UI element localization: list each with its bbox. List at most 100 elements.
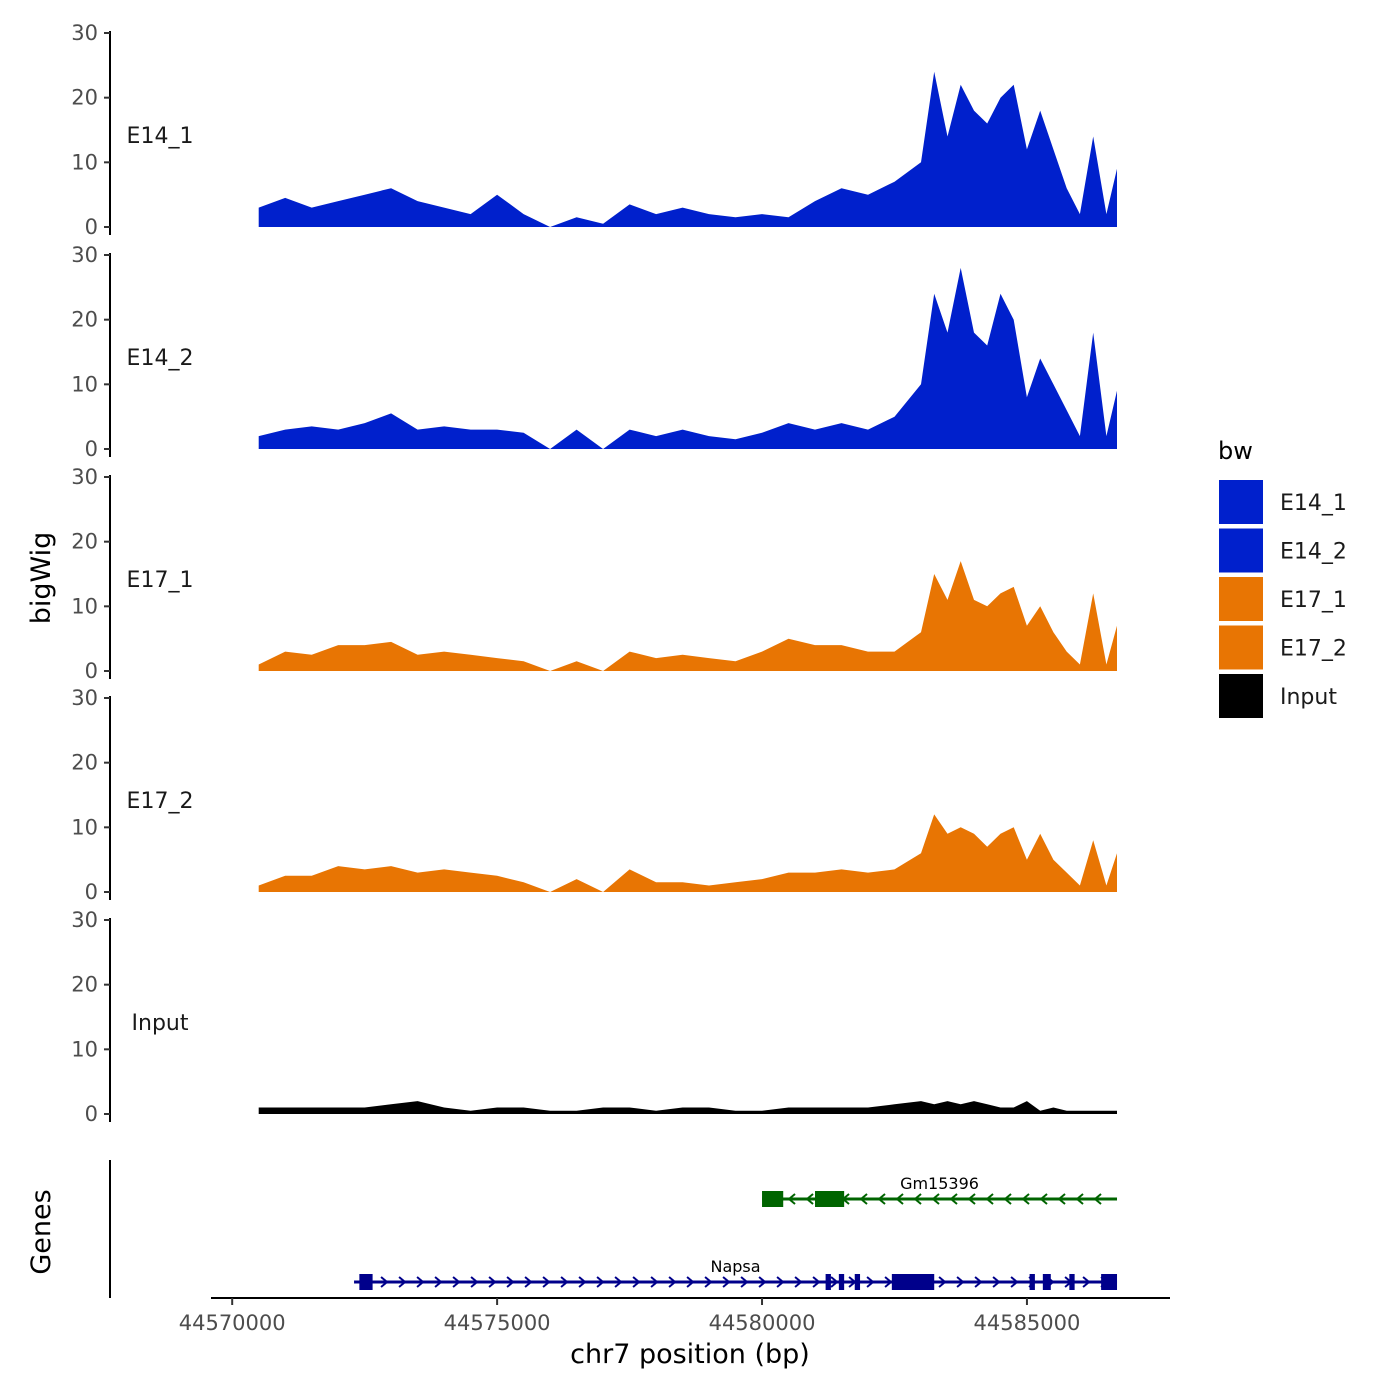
legend-key-E14_2 [1219, 528, 1263, 573]
track-label-E14_1: E14_1 [127, 124, 194, 149]
legend-label: E17_2 [1280, 637, 1347, 662]
strand-arrow [895, 1193, 904, 1205]
legend-label: E14_2 [1280, 540, 1347, 565]
signal-area-E17_2 [258, 814, 1117, 892]
strand-arrow [470, 1276, 479, 1288]
y-tick-label: 0 [85, 880, 98, 904]
strand-arrow [877, 1193, 886, 1205]
strand-arrow [794, 1276, 803, 1288]
strand-arrow [938, 1276, 947, 1288]
strand-arrow [614, 1276, 623, 1288]
strand-arrow [956, 1276, 965, 1288]
strand-arrow [830, 1276, 839, 1288]
track-label-Input: Input [132, 1011, 189, 1036]
track-label-E17_1: E17_1 [127, 568, 194, 593]
x-tick-label: 44580000 [709, 1311, 816, 1335]
strand-arrow [740, 1276, 749, 1288]
strand-arrow [524, 1276, 533, 1288]
strand-arrow [1039, 1193, 1048, 1205]
y-tick-label: 30 [71, 465, 98, 489]
legend-key-E17_1 [1219, 577, 1263, 621]
x-tick-label: 44570000 [179, 1311, 286, 1335]
strand-arrow [859, 1193, 868, 1205]
strand-arrow [1021, 1193, 1030, 1205]
y-tick-label: 0 [85, 437, 98, 461]
strand-arrow [416, 1276, 425, 1288]
strand-arrow [812, 1276, 821, 1288]
strand-arrow [506, 1276, 515, 1288]
panel-E14_1: 0 10 20 30 E14_1 [71, 21, 1117, 239]
gene-Napsa: Napsa [354, 1257, 1118, 1290]
exon [1029, 1274, 1035, 1290]
exon [1101, 1274, 1118, 1290]
exon [1042, 1274, 1051, 1290]
strand-arrow [985, 1193, 994, 1205]
strand-arrow [380, 1276, 389, 1288]
legend-title: bw [1218, 437, 1253, 465]
gene-track: Gm15396 Napsa [109, 1160, 1118, 1298]
genes-axis-title: Genes [26, 1189, 57, 1274]
exon [762, 1191, 784, 1207]
strand-arrow [967, 1193, 976, 1205]
signal-area-Input [258, 1101, 1117, 1114]
exon [359, 1274, 373, 1290]
y-tick-label: 10 [71, 594, 98, 618]
track-label-E14_2: E14_2 [127, 346, 194, 371]
x-tick-label: 44575000 [444, 1311, 551, 1335]
legend-label: E14_1 [1280, 491, 1347, 516]
y-tick-label: 30 [71, 686, 98, 710]
strand-arrow [1093, 1193, 1102, 1205]
strand-arrow [1075, 1193, 1084, 1205]
panel-E17_2: 0 10 20 30 E17_2 [71, 686, 1117, 904]
exon [815, 1191, 845, 1207]
strand-arrow [805, 1193, 814, 1205]
exon [838, 1274, 845, 1290]
legend-label: Input [1280, 685, 1337, 710]
y-axis-title: bigWig [26, 532, 57, 625]
strand-arrow [650, 1276, 659, 1288]
strand-arrow [1010, 1276, 1019, 1288]
panel-Input: 0 10 20 30 Input [71, 908, 1117, 1126]
legend-key-E14_1 [1219, 480, 1263, 524]
y-tick-label: 10 [71, 372, 98, 396]
y-tick-label: 20 [71, 530, 98, 554]
strand-arrow [722, 1276, 731, 1288]
strand-arrow [866, 1276, 875, 1288]
strand-arrow [596, 1276, 605, 1288]
y-tick-label: 10 [71, 1037, 98, 1061]
strand-arrow [452, 1276, 461, 1288]
strand-arrow [992, 1276, 1001, 1288]
strand-arrow [668, 1276, 677, 1288]
gene-label: Gm15396 [900, 1174, 979, 1193]
panel-E17_1: 0 10 20 30 E17_1 [71, 465, 1117, 683]
y-tick-label: 30 [71, 243, 98, 267]
strand-arrow [578, 1276, 587, 1288]
strand-arrow [758, 1276, 767, 1288]
x-tick-label: 44585000 [973, 1311, 1080, 1335]
y-tick-label: 10 [71, 815, 98, 839]
strand-arrow [884, 1276, 893, 1288]
exon [1069, 1274, 1075, 1290]
strand-arrow [1082, 1276, 1091, 1288]
legend-key-E17_2 [1219, 625, 1263, 670]
panel-E14_2: 0 10 20 30 E14_2 [71, 243, 1117, 461]
strand-arrow [632, 1276, 641, 1288]
y-tick-label: 20 [71, 86, 98, 110]
signal-panels: 0 10 20 30 E14_1 0 10 20 30 E14_2 0 10 20 30 E17_1 0 10 2… [71, 21, 1117, 1126]
y-tick-label: 30 [71, 21, 98, 45]
strand-arrow [704, 1276, 713, 1288]
exon [825, 1274, 831, 1290]
strand-arrow [542, 1276, 551, 1288]
strand-arrow [1057, 1193, 1066, 1205]
gene-label: Napsa [710, 1257, 760, 1276]
y-tick-label: 20 [71, 751, 98, 775]
strand-arrow [686, 1276, 695, 1288]
x-axis-title: chr7 position (bp) [570, 1339, 810, 1370]
strand-arrow [949, 1193, 958, 1205]
strand-arrow [787, 1193, 796, 1205]
x-axis: 44570000 44575000 44580000 44585000 [179, 1297, 1170, 1335]
legend-key-Input [1219, 674, 1263, 718]
y-tick-label: 20 [71, 973, 98, 997]
signal-area-E14_2 [258, 267, 1117, 449]
